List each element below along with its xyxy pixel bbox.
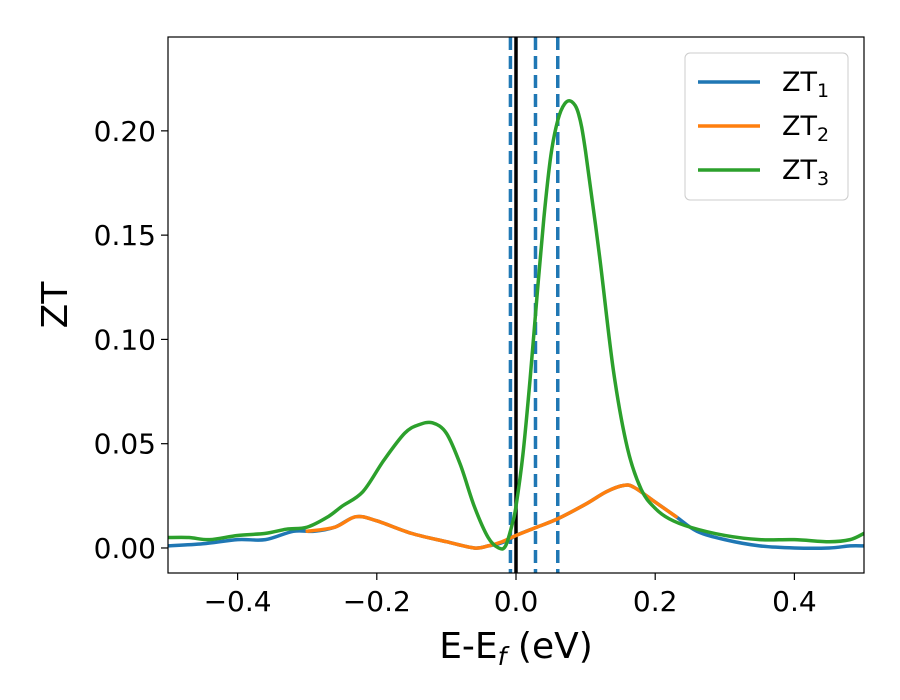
series-lines (168, 98, 864, 551)
y-tick-label: 0.20 (94, 115, 156, 148)
legend-label-zt3: ZT3 (782, 155, 829, 190)
x-axis-label: E-Ef (eV) (439, 626, 593, 671)
y-tick-label: 0.00 (94, 532, 156, 565)
y-tick-label: 0.05 (94, 428, 156, 461)
legend-box (684, 52, 849, 201)
y-tick-label: 0.15 (94, 219, 156, 252)
legend: ZT1 ZT2 ZT3 (684, 52, 849, 201)
y-axis-label: ZT (35, 281, 76, 329)
x-tick-label: −0.4 (204, 585, 272, 618)
y-tick-label: 0.10 (94, 323, 156, 356)
series-line-zt3 (168, 98, 864, 551)
x-tick-label: 0.0 (494, 585, 539, 618)
x-axis: −0.4 −0.2 0.0 0.2 0.4 (204, 573, 817, 618)
x-axis-label-unit: (eV) (506, 626, 592, 667)
x-tick-label: −0.2 (343, 585, 411, 618)
legend-label-zt2: ZT2 (782, 111, 829, 146)
x-tick-label: 0.2 (633, 585, 678, 618)
x-tick-label: 0.4 (772, 585, 817, 618)
legend-label-zt1: ZT1 (782, 67, 829, 102)
y-axis: 0.00 0.05 0.10 0.15 0.20 (94, 115, 168, 565)
